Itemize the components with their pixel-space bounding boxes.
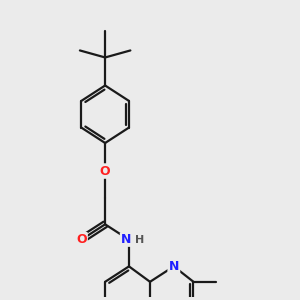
Text: O: O bbox=[100, 164, 110, 178]
Text: O: O bbox=[76, 233, 87, 246]
Text: N: N bbox=[120, 233, 131, 246]
Text: H: H bbox=[135, 235, 144, 245]
Text: N: N bbox=[169, 260, 179, 273]
